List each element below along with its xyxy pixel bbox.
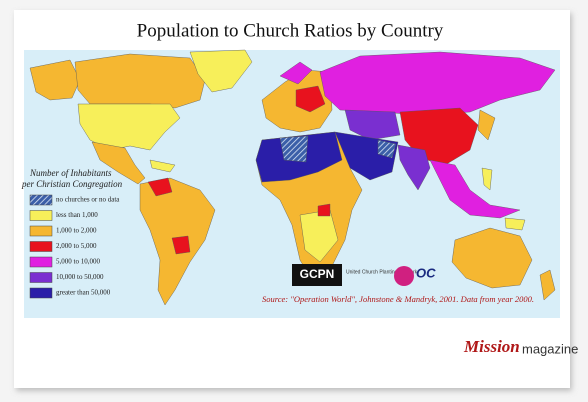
scandinavia: [279, 61, 313, 85]
legend-label: less than 1,000: [56, 211, 98, 219]
mexico: [91, 141, 146, 185]
legend-label: greater than 50,000: [56, 289, 111, 297]
legend-swatch: [29, 194, 53, 206]
japan-korea: [477, 109, 496, 141]
logos: GCPN United Church Planting Network OC: [292, 264, 436, 286]
central-europe: [295, 85, 326, 113]
alaska: [29, 59, 81, 101]
legend-label: 5,000 to 10,000: [56, 258, 100, 266]
legend-label: 2,000 to 5,000: [56, 242, 97, 250]
oc-logo-text: OC: [416, 265, 436, 280]
papua: [504, 217, 526, 231]
legend-swatch: [29, 272, 53, 283]
legend-label: no churches or no data: [56, 196, 120, 204]
legend-title: Number of Inhabitants: [29, 168, 112, 178]
title: Population to Church Ratios by Country: [137, 20, 444, 41]
algeria: [279, 135, 309, 163]
legend-swatch: [29, 256, 53, 268]
legend-label: 10,000 to 50,000: [56, 273, 104, 281]
watermark-mission: Mission: [463, 337, 520, 356]
legend-label: 1,000 to 2,000: [56, 227, 97, 235]
canada: [74, 53, 206, 109]
oc-logo: [394, 266, 414, 286]
venezuela: [147, 177, 173, 197]
usa: [77, 103, 181, 151]
legend-title: per Christian Congregation: [21, 179, 123, 189]
afghanistan: [377, 139, 397, 159]
gcpn-logo: [292, 264, 342, 286]
source: Source: "Operation World", Johnstone & M…: [262, 294, 534, 304]
caribbean: [149, 159, 176, 173]
legend-swatch: [29, 241, 53, 252]
rwanda: [317, 203, 331, 217]
greenland: [189, 49, 253, 93]
gcpn-logo-text: GCPN: [300, 267, 335, 281]
southeast-asia: [429, 159, 521, 219]
australia: [451, 227, 533, 289]
india: [397, 144, 431, 191]
legend-swatch: [29, 287, 53, 299]
watermark: Mission magazine: [463, 337, 578, 357]
gcpn-caption: United Church Planting Network: [346, 269, 418, 275]
map: [24, 49, 560, 318]
philippines: [481, 167, 493, 191]
russia: [319, 51, 556, 116]
legend-swatch: [29, 210, 53, 221]
new-zealand: [539, 269, 556, 301]
legend-swatch: [29, 225, 53, 237]
bolivia: [171, 235, 191, 255]
legend: Number of Inhabitants per Christian Cong…: [21, 168, 123, 299]
watermark-magazine: magazine: [522, 341, 578, 356]
central-asia: [344, 109, 401, 141]
